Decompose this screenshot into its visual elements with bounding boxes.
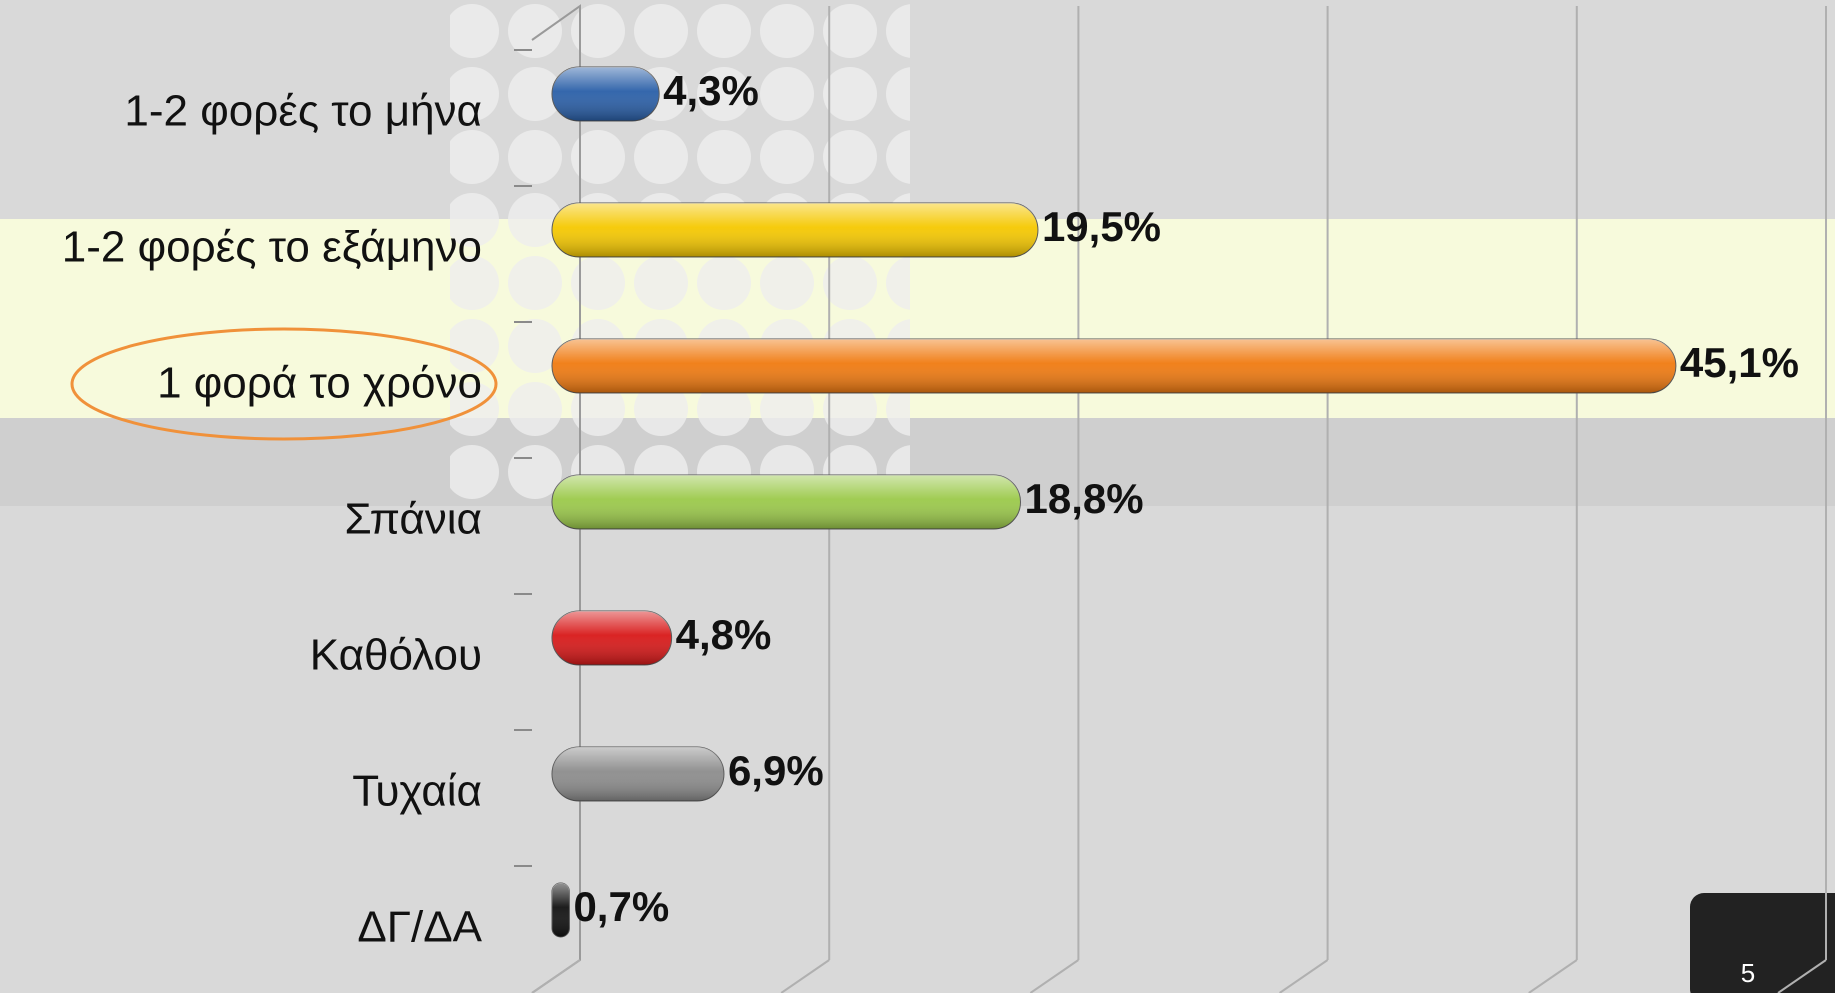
bar-shine [552,747,724,801]
value-label: 18,8% [1024,475,1143,522]
bar-shine [552,883,570,937]
y-tick-label: Σπάνια [345,495,482,544]
value-label: 19,5% [1042,203,1161,250]
value-label: 0,7% [573,883,669,930]
grid-floor [1279,959,1329,993]
grid-floor [1528,959,1578,993]
grid-floor [531,959,581,993]
y-tick-label: 1-2 φορές το εξάμηνο [62,223,482,272]
highlight-ellipse [70,327,498,441]
value-label: 45,1% [1680,339,1799,386]
y-tick-label: 1 φορά το χρόνο [157,359,482,408]
grid-floor [1777,959,1827,993]
y-tick-label: Τυχαία [352,767,482,816]
y-tick-label: 1-2 φορές το μήνα [124,87,482,136]
y-tick-label: ΔΓ/ΔΑ [357,903,482,952]
bar-shine [552,339,1676,393]
value-label: 4,3% [663,67,759,114]
value-label: 6,9% [728,747,824,794]
grid-floor [780,959,830,993]
bar-shine [552,67,660,121]
bar-shine [552,611,672,665]
bar-shine [552,203,1038,257]
page-badge [1690,893,1835,993]
page-number: 5 [1741,958,1755,988]
y-tick-label: Καθόλου [310,631,482,680]
grid-floor [1029,959,1079,993]
bar-shine [552,475,1021,529]
value-label: 4,8% [676,611,772,658]
